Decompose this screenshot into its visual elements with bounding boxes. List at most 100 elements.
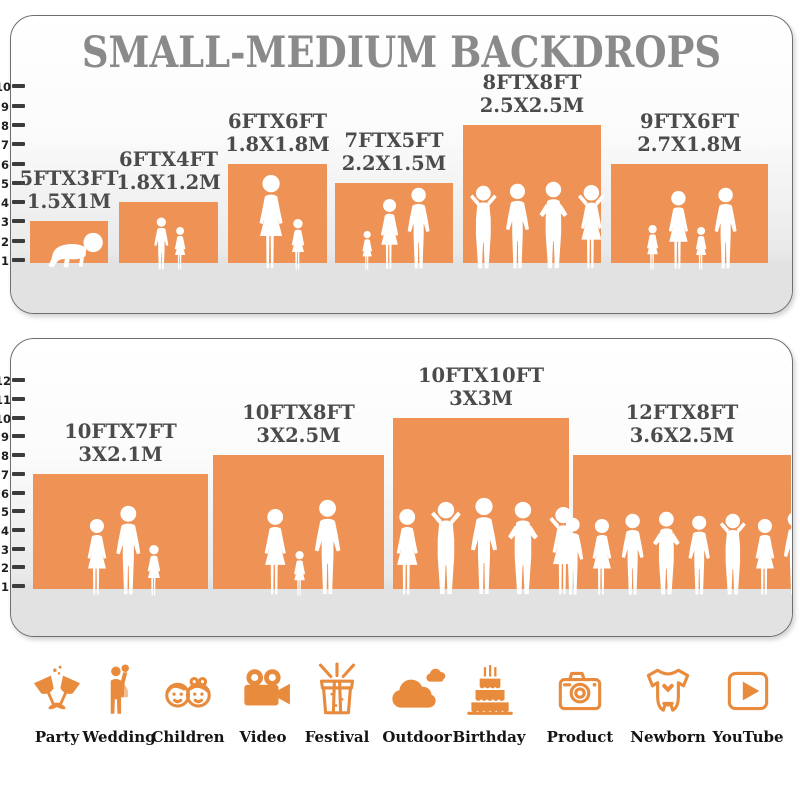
bar-size-label: 10FTX10FT 3X3M xyxy=(417,363,545,410)
category-label: Party xyxy=(34,728,80,746)
person-silhouette-woman xyxy=(584,519,620,597)
floor-strip xyxy=(11,589,792,636)
ruler-tick xyxy=(12,527,25,532)
person-silhouette-man-hips xyxy=(498,501,548,597)
floor-strip xyxy=(11,263,792,313)
backdrop-panel-medium: 10FTX7FT 3X2.1M 10FTX8FT 3X2.5M 10FTX10FT … xyxy=(10,338,793,637)
ruler-tick xyxy=(12,490,25,495)
ruler-tick xyxy=(12,584,25,588)
newborn-icon xyxy=(620,660,716,720)
person-silhouette-man xyxy=(109,505,148,597)
category-children: Children xyxy=(140,660,236,746)
category-product: Product xyxy=(532,660,628,746)
category-label: Newborn xyxy=(630,728,706,746)
ruler-tick xyxy=(12,453,25,458)
ruler-tick-label: 5 xyxy=(0,505,9,520)
ruler-tick-label: 6 xyxy=(0,486,9,501)
ruler-tick-label: 5 xyxy=(0,176,9,191)
festival-icon xyxy=(289,660,385,720)
birthday-icon xyxy=(441,660,537,720)
category-festival: Festival xyxy=(289,660,385,746)
person-silhouette-man xyxy=(777,511,792,597)
ruler-tick xyxy=(12,161,25,166)
category-label: Outdoor xyxy=(382,728,452,746)
category-label: Children xyxy=(151,728,225,746)
ruler-tick-label: 4 xyxy=(0,196,9,211)
ruler-tick xyxy=(12,415,25,420)
person-silhouette-woman-armsup xyxy=(569,185,609,271)
wedding-icon xyxy=(71,660,167,720)
person-silhouette-man xyxy=(615,513,650,597)
backdrop-bar-10ftx7ft xyxy=(33,473,208,589)
ruler-tick xyxy=(12,565,25,570)
ruler-tick xyxy=(12,103,25,108)
person-silhouette-woman xyxy=(660,191,697,271)
ruler-tick-label: 7 xyxy=(0,138,9,153)
person-silhouette-man xyxy=(463,497,505,597)
children-icon xyxy=(140,660,236,720)
person-silhouette-man-armsup xyxy=(461,185,506,271)
ruler-tick-label: 3 xyxy=(0,542,9,557)
product-icon xyxy=(532,660,628,720)
ruler-tick-label: 10 xyxy=(0,80,12,95)
person-silhouette-man xyxy=(556,517,590,597)
bar-size-label: 6FTX6FT 1.8X1.8M xyxy=(225,109,330,156)
ruler-tick xyxy=(12,200,25,205)
category-label: Birthday xyxy=(452,728,526,746)
category-youtube: YouTube xyxy=(700,660,796,746)
ruler-tick-label: 6 xyxy=(0,157,9,172)
person-silhouette-man-hips xyxy=(644,511,689,597)
bar-size-label: 7FTX5FT 2.2X1.5M xyxy=(341,128,447,175)
person-silhouette-woman xyxy=(387,509,427,597)
category-label: Product xyxy=(546,728,614,746)
ruler-tick xyxy=(12,219,25,224)
ruler-tick xyxy=(12,546,25,551)
ruler-tick-label: 2 xyxy=(0,234,9,249)
person-silhouette-man xyxy=(682,515,716,597)
person-silhouette-man xyxy=(401,187,436,271)
ruler-tick xyxy=(12,509,25,514)
ruler-tick xyxy=(12,378,25,383)
ruler-tick-label: 12 xyxy=(0,374,12,389)
ruler-tick-label: 4 xyxy=(0,523,9,538)
ruler-tick-label: 1 xyxy=(0,580,9,594)
ruler-tick xyxy=(12,238,25,243)
ruler-tick xyxy=(12,258,25,262)
ruler-tick xyxy=(12,84,25,89)
person-silhouette-girl xyxy=(286,219,310,271)
ruler-tick xyxy=(12,471,25,476)
person-silhouette-woman xyxy=(249,175,293,271)
ruler-tick xyxy=(12,434,25,439)
category-label: YouTube xyxy=(712,728,784,746)
bar-size-label: 9FTX6FT 2.7X1.8M xyxy=(637,109,742,156)
ruler-tick-label: 9 xyxy=(0,430,9,445)
category-birthday: Birthday xyxy=(441,660,537,746)
person-silhouette-girl xyxy=(142,545,166,597)
bar-size-label: 10FTX7FT 3X2.1M xyxy=(64,419,177,466)
category-newborn: Newborn xyxy=(620,660,716,746)
bar-size-label: 6FTX4FT 1.8X1.2M xyxy=(116,148,221,195)
ruler-tick-label: 2 xyxy=(0,561,9,576)
outdoor-icon xyxy=(369,660,465,720)
bar-size-label: 5FTX3FT 1.5X1M xyxy=(19,167,119,214)
ruler-tick-label: 8 xyxy=(0,449,9,464)
category-wedding: Wedding xyxy=(71,660,167,746)
youtube-icon xyxy=(700,660,796,720)
person-silhouette-man-armsup xyxy=(711,513,755,597)
category-label: Wedding xyxy=(82,728,156,746)
category-party: Party xyxy=(9,660,105,746)
person-silhouette-man xyxy=(307,499,348,597)
ruler-tick xyxy=(12,142,25,147)
bar-size-label: 10FTX8FT 3X2.5M xyxy=(242,401,355,448)
ruler-tick-label: 10 xyxy=(0,411,12,426)
person-silhouette-girl xyxy=(358,231,376,271)
ruler-tick-label: 7 xyxy=(0,467,9,482)
person-silhouette-girl xyxy=(642,225,663,271)
ruler-tick xyxy=(12,180,25,185)
backdrop-bar-9ftx6ft xyxy=(611,163,768,263)
person-silhouette-girl xyxy=(289,551,310,597)
person-silhouette-man xyxy=(499,183,536,271)
ruler-tick-label: 9 xyxy=(0,99,9,114)
ruler-tick-label: 8 xyxy=(0,118,9,133)
party-icon xyxy=(9,660,105,720)
